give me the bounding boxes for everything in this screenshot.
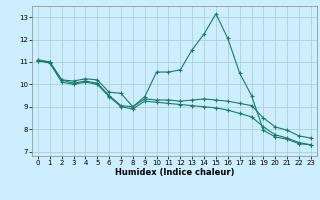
X-axis label: Humidex (Indice chaleur): Humidex (Indice chaleur) — [115, 168, 234, 177]
